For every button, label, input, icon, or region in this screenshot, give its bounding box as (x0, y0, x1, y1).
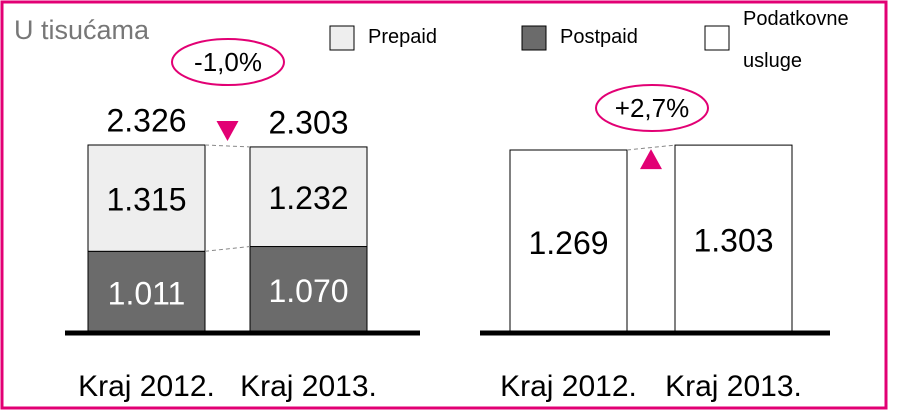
legend-text: Postpaid (560, 26, 638, 48)
bar-segment (87, 144, 206, 252)
connector (204, 246, 251, 252)
value-label: 1.232 (268, 180, 348, 216)
total-label: 2.303 (268, 104, 348, 140)
annotation: -1,0% (194, 47, 262, 77)
annotation-ellipse (171, 38, 285, 86)
legend-swatch (521, 25, 547, 51)
connector (626, 144, 676, 151)
value-label: 1.011 (108, 276, 186, 312)
value-label: 1.070 (268, 273, 348, 309)
legend-text: Prepaid (368, 26, 437, 48)
change-arrow (216, 121, 239, 141)
change-arrow (640, 149, 662, 170)
legend-swatch (704, 25, 730, 51)
x-tick-label: Kraj 2013. (240, 370, 377, 403)
legend-text: Podatkovne usluge (743, 8, 849, 72)
bar (509, 149, 628, 334)
annotation: +2,7% (615, 93, 689, 123)
legend-swatch (329, 25, 355, 51)
x-tick-label: Kraj 2013. (665, 370, 802, 403)
connector (204, 144, 251, 148)
value-label: 1.269 (528, 225, 608, 261)
legend-label: Postpaid (560, 26, 638, 48)
legend-label: Prepaid (368, 26, 437, 48)
value-label: 1.315 (106, 182, 186, 218)
bar-segment (249, 246, 368, 334)
bar-segment (249, 146, 368, 248)
legend-label: Podatkovne usluge (743, 8, 849, 72)
total-label: 2.326 (106, 102, 186, 138)
chart-title: U tisućama (14, 15, 150, 45)
value-label: 1.303 (693, 223, 773, 259)
x-tick-label: Kraj 2012. (500, 370, 637, 403)
annotation-ellipse (595, 84, 709, 132)
x-tick-label: Kraj 2012. (78, 370, 215, 403)
